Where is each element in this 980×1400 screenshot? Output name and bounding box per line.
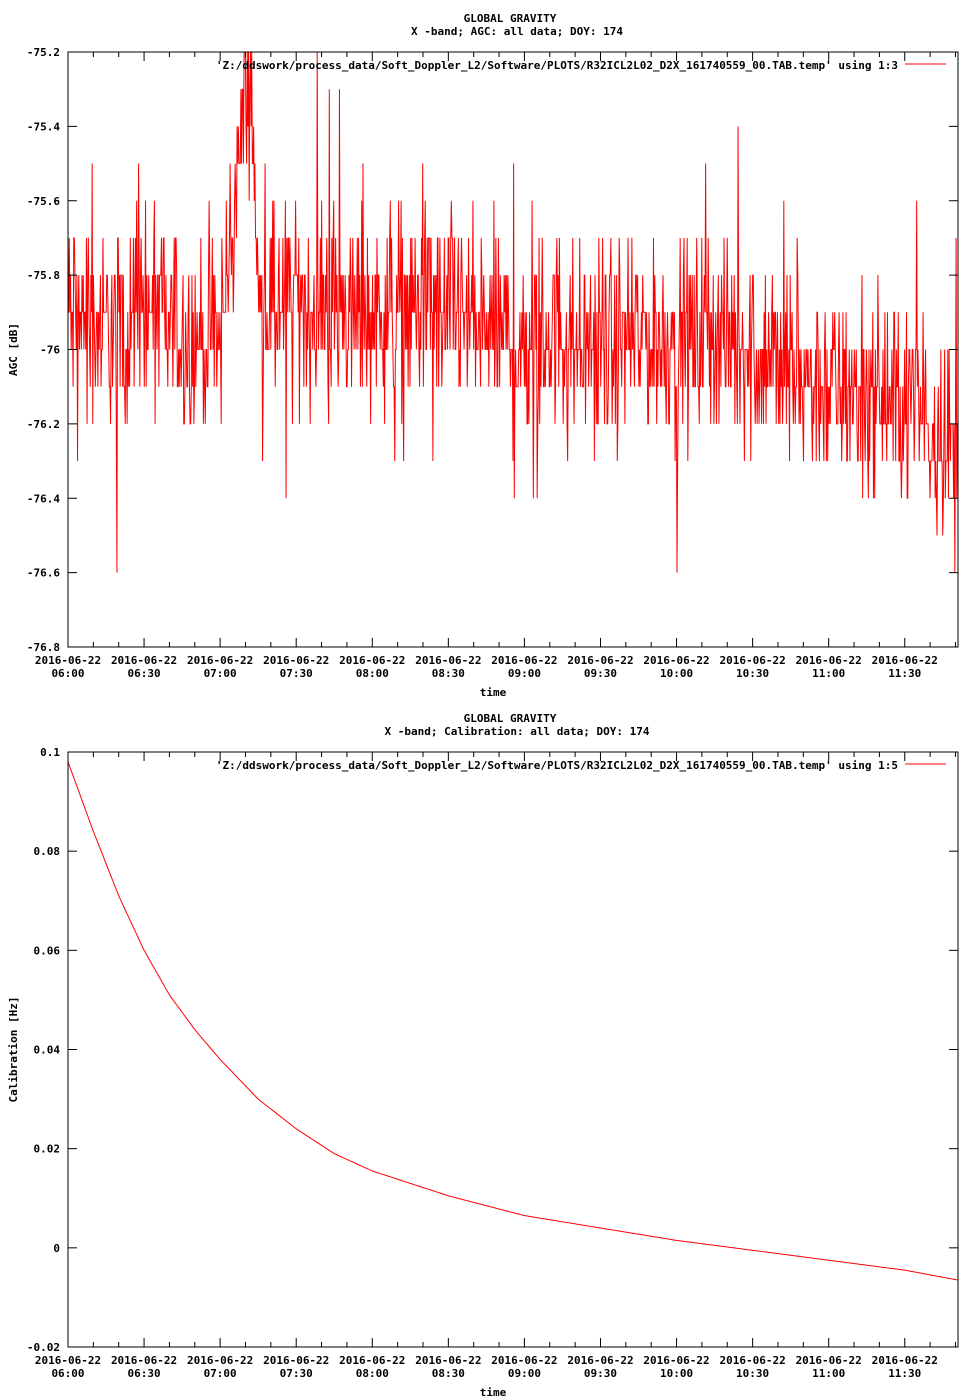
agc-x-tick-label-time: 06:00: [51, 667, 84, 680]
calibration-chart: GLOBAL GRAVITY X -band; Calibration: all…: [7, 712, 959, 1399]
calibration-x-tick-label-time: 08:30: [432, 1367, 465, 1380]
calibration-series-line: [67, 761, 959, 1281]
calibration-y-tick-label: 0.06: [34, 944, 61, 957]
agc-y-tick-label: -75.2: [27, 46, 60, 59]
agc-y-tick-label: -75.8: [27, 269, 60, 282]
agc-y-tick-label: -76.8: [27, 641, 60, 654]
agc-x-tick-label-time: 10:00: [660, 667, 693, 680]
agc-legend-label: 'Z:/ddswork/process_data/Soft_Doppler_L2…: [216, 59, 898, 72]
calibration-x-tick-label-time: 11:30: [888, 1367, 921, 1380]
calibration-x-tick-label-time: 10:30: [736, 1367, 769, 1380]
agc-ticks: -75.2 -75.4 -75.6 -75.8 -76 -76.2 -76.4 -76.6 -7…: [27, 46, 958, 680]
calibration-y-tick-label: 0.04: [34, 1044, 61, 1057]
agc-x-tick-label-time: 09:00: [508, 667, 541, 680]
calibration-y-tick-label: -0.02: [27, 1341, 60, 1354]
agc-x-tick-label-date: 2016-06-22: [35, 654, 101, 667]
calibration-plot-area: [67, 761, 959, 1281]
agc-y-tick-label: -76.4: [27, 492, 60, 505]
agc-x-tick-label-time: 07:00: [204, 667, 237, 680]
calibration-y-tick-label: 0: [53, 1242, 60, 1255]
calibration-x-tick-label-time: 07:30: [280, 1367, 313, 1380]
agc-series-line: [68, 51, 959, 573]
agc-x-tick-label-time: 11:30: [888, 667, 921, 680]
agc-y-tick-label: -76.2: [27, 418, 60, 431]
agc-y-axis-label: AGC [dB]: [7, 323, 20, 376]
agc-y-tick-label: -76.6: [27, 567, 60, 580]
calibration-y-tick-label: 0.02: [34, 1143, 61, 1156]
calibration-y-axis-label: Calibration [Hz]: [7, 997, 20, 1103]
agc-x-tick-label-time: 10:30: [736, 667, 769, 680]
agc-x-axis-label: time: [480, 686, 507, 699]
calibration-legend-label: 'Z:/ddswork/process_data/Soft_Doppler_L2…: [216, 759, 898, 772]
agc-x-tick-label-date: 2016-06-22: [643, 654, 709, 667]
calibration-x-tick-label-time: 07:00: [204, 1367, 237, 1380]
agc-x-tick-label-date: 2016-06-22: [491, 654, 557, 667]
calibration-x-tick-label-time: 06:00: [51, 1367, 84, 1380]
calibration-x-tick-label-date: 2016-06-22: [111, 1354, 177, 1367]
calibration-x-tick-label-date: 2016-06-22: [872, 1354, 938, 1367]
agc-x-tick-label-date: 2016-06-22: [719, 654, 785, 667]
agc-x-tick-label-time: 08:30: [432, 667, 465, 680]
agc-x-tick-label-date: 2016-06-22: [339, 654, 405, 667]
calibration-x-tick-label-date: 2016-06-22: [263, 1354, 329, 1367]
calibration-y-tick-label: 0.1: [40, 746, 60, 759]
agc-x-tick-label-date: 2016-06-22: [111, 654, 177, 667]
calibration-x-tick-label-time: 06:30: [128, 1367, 161, 1380]
agc-x-tick-label-date: 2016-06-22: [263, 654, 329, 667]
calibration-x-tick-label-time: 09:30: [584, 1367, 617, 1380]
agc-x-tick-label-date: 2016-06-22: [415, 654, 481, 667]
agc-y-tick-label: -76: [40, 344, 60, 357]
calibration-x-tick-label-date: 2016-06-22: [567, 1354, 633, 1367]
agc-x-tick-label-time: 11:00: [812, 667, 845, 680]
agc-chart-subtitle: X -band; AGC: all data; DOY: 174: [411, 25, 623, 38]
agc-y-tick-label: -75.4: [27, 120, 60, 133]
calibration-x-tick-label-date: 2016-06-22: [35, 1354, 101, 1367]
agc-x-tick-label-time: 06:30: [128, 667, 161, 680]
agc-x-tick-label-time: 07:30: [280, 667, 313, 680]
agc-x-tick-label-time: 08:00: [356, 667, 389, 680]
calibration-x-tick-label-time: 09:00: [508, 1367, 541, 1380]
agc-plot-area: [68, 51, 959, 573]
agc-x-tick-label-date: 2016-06-22: [187, 654, 253, 667]
calibration-x-tick-label-date: 2016-06-22: [415, 1354, 481, 1367]
agc-x-tick-label-date: 2016-06-22: [872, 654, 938, 667]
agc-chart-title: GLOBAL GRAVITY: [464, 12, 557, 25]
calibration-x-tick-label-time: 10:00: [660, 1367, 693, 1380]
agc-x-tick-label-time: 09:30: [584, 667, 617, 680]
calibration-ticks: 0.10.080.060.040.020-0.022016-06-2206:00…: [27, 746, 958, 1380]
agc-y-tick-label: -75.6: [27, 195, 60, 208]
calibration-x-tick-label-date: 2016-06-22: [719, 1354, 785, 1367]
calibration-chart-subtitle: X -band; Calibration: all data; DOY: 174: [385, 725, 650, 738]
calibration-x-tick-label-date: 2016-06-22: [187, 1354, 253, 1367]
calibration-y-tick-label: 0.08: [34, 845, 61, 858]
calibration-x-tick-label-date: 2016-06-22: [339, 1354, 405, 1367]
calibration-chart-title: GLOBAL GRAVITY: [464, 712, 557, 725]
agc-chart: GLOBAL GRAVITY X -band; AGC: all data; D…: [7, 12, 959, 699]
calibration-x-tick-label-date: 2016-06-22: [643, 1354, 709, 1367]
agc-x-tick-label-date: 2016-06-22: [567, 654, 633, 667]
calibration-x-tick-label-date: 2016-06-22: [491, 1354, 557, 1367]
calibration-x-tick-label-time: 08:00: [356, 1367, 389, 1380]
calibration-x-axis-label: time: [480, 1386, 507, 1399]
agc-x-tick-label-date: 2016-06-22: [796, 654, 862, 667]
calibration-x-tick-label-date: 2016-06-22: [796, 1354, 862, 1367]
calibration-x-tick-label-time: 11:00: [812, 1367, 845, 1380]
